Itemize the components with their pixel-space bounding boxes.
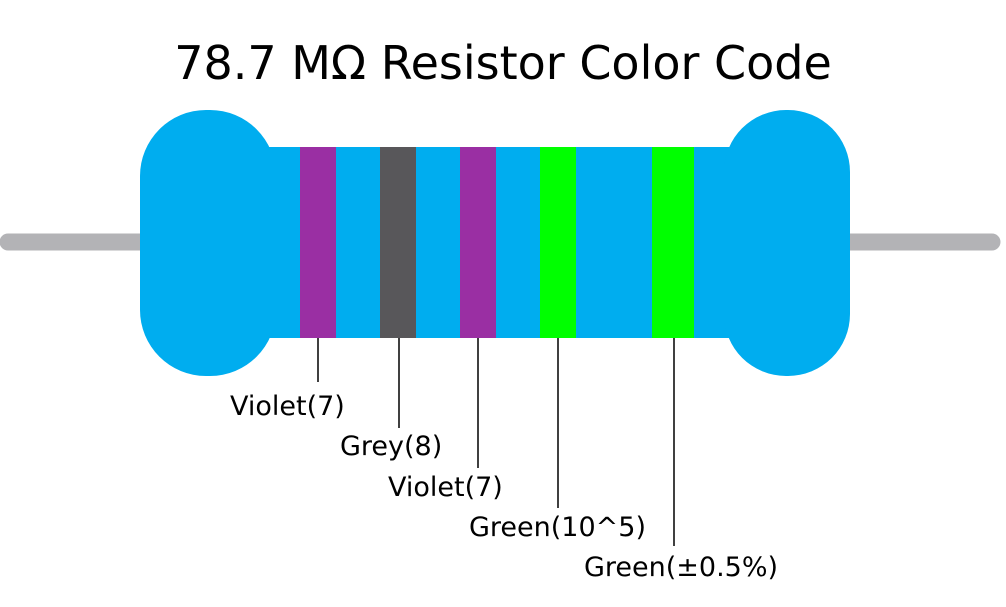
band-label-2: Grey(8) [340,431,442,462]
band-labels: Violet(7) Grey(8) Violet(7) Green(10^5) … [230,391,778,583]
band-2 [380,147,416,338]
leader-lines [317,338,675,546]
color-bands [300,147,694,338]
band-5 [652,147,694,338]
band-1 [300,147,336,338]
band-label-1: Violet(7) [230,391,345,422]
band-label-4: Green(10^5) [469,512,646,543]
band-4 [540,147,576,338]
page-title: 78.7 MΩ Resistor Color Code [174,36,832,90]
band-label-5: Green(±0.5%) [584,552,778,583]
band-label-3: Violet(7) [388,472,503,503]
band-3 [460,147,496,338]
right-end-cap [724,110,850,376]
